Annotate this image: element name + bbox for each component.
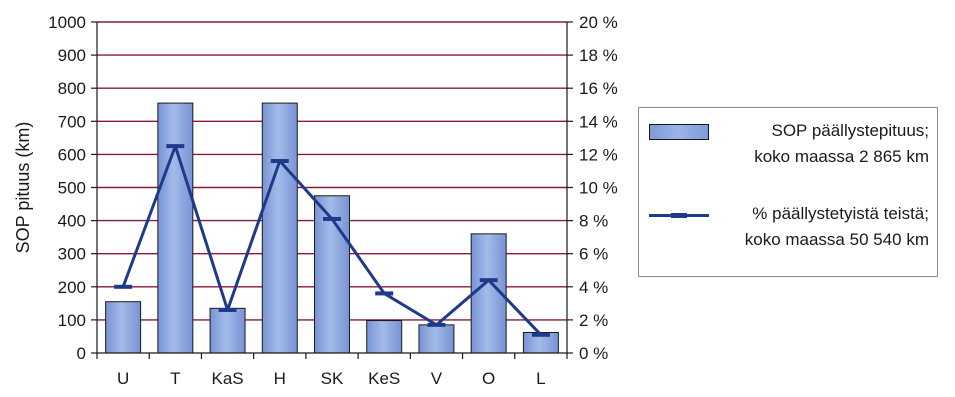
y-tick-label: 900 (58, 46, 86, 65)
y-axis-title: SOP pituus (km) (13, 122, 33, 254)
line-marker-KeS (375, 291, 394, 296)
y2-tick-label: 2 % (579, 311, 608, 330)
y-tick-label: 700 (58, 112, 86, 131)
y2-tick-label: 20 % (579, 13, 618, 32)
line-marker-O (479, 278, 498, 283)
y2-tick-label: 6 % (579, 245, 608, 264)
y2-tick-label: 14 % (579, 112, 618, 131)
line-series (114, 144, 550, 337)
legend-bar-label-line1: SOP päällystepituus; (771, 121, 930, 140)
legend-line-label-line2: koko maassa 50 540 km (744, 230, 929, 249)
legend: SOP päällystepituus; koko maassa 2 865 k… (638, 107, 938, 277)
x-tick-label: SK (321, 369, 344, 388)
bar-T (157, 102, 194, 354)
y2-tick-label: 10 % (579, 179, 618, 198)
bar-KaS (209, 307, 246, 354)
y-tick-label: 100 (58, 311, 86, 330)
y-tick-label: 400 (58, 212, 86, 231)
left-axis-ticks: 0 100 200 300 400 500 600 700 800 900 1000 (48, 13, 97, 363)
y-tick-label: 0 (77, 344, 86, 363)
x-tick-label: T (170, 369, 180, 388)
y2-tick-label: 4 % (579, 278, 608, 297)
y-tick-label: 300 (58, 245, 86, 264)
y-tick-label: 200 (58, 278, 86, 297)
line-marker-SK (323, 216, 341, 221)
bar-SK (314, 195, 350, 354)
y2-tick-label: 12 % (579, 145, 618, 164)
y2-tick-label: 16 % (579, 79, 618, 98)
x-tick-label: U (117, 369, 129, 388)
x-tick-label: H (274, 369, 286, 388)
y-tick-label: 800 (58, 79, 86, 98)
x-tick-label: KeS (368, 369, 400, 388)
right-axis-ticks: 0 % 2 % 4 % 6 % 8 % 10 % 12 % 14 % 16 % 18 % 20 % (567, 13, 618, 363)
legend-line-swatch (649, 213, 709, 218)
x-tick-label: L (536, 369, 545, 388)
y2-tick-label: 0 % (579, 344, 608, 363)
x-tick-label: KaS (211, 369, 243, 388)
legend-item-line: % päällystetyistä teistä; koko maassa 50… (649, 201, 929, 253)
line-marker-T (166, 144, 185, 149)
y-tick-label: 1000 (48, 13, 86, 32)
x-tick-label: V (431, 369, 443, 388)
y2-tick-label: 8 % (579, 212, 608, 231)
x-tick-label: O (482, 369, 495, 388)
legend-bar-swatch (649, 124, 709, 140)
line-marker-L (531, 332, 550, 337)
legend-line-label-line1: % päällystetyistä teistä; (752, 204, 929, 223)
line-marker-V (427, 322, 446, 327)
bar-V (418, 324, 455, 354)
bar-KeS (366, 320, 403, 354)
line-marker-U (114, 284, 133, 289)
line-marker-H (270, 159, 289, 164)
legend-item-bars: SOP päällystepituus; koko maassa 2 865 k… (649, 118, 929, 170)
bar-H (261, 102, 298, 354)
line-marker-KaS (218, 307, 237, 312)
bar-series (105, 102, 559, 354)
y-tick-label: 600 (58, 145, 86, 164)
y-tick-label: 500 (58, 179, 86, 198)
legend-bar-label-line2: koko maassa 2 865 km (754, 147, 929, 166)
y2-tick-label: 18 % (579, 46, 618, 65)
bar-U (105, 301, 142, 354)
x-axis-ticks: U T KaS H SK KeS V O L (96, 353, 568, 388)
